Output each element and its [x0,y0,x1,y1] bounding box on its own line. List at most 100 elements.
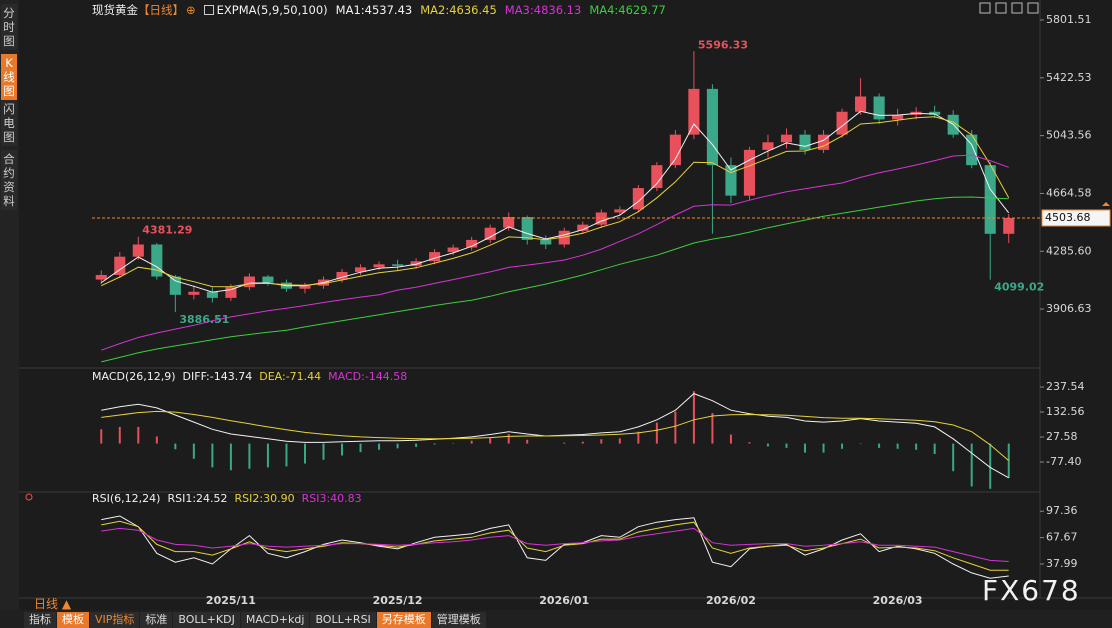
icon-zoom[interactable] [995,2,1007,14]
candle-body [817,134,830,150]
candle-body [225,287,237,298]
period-selector[interactable]: 日线 ▲ [34,597,72,611]
icon-settings[interactable] [1027,2,1039,14]
candle-body [780,134,793,143]
candle-body [577,224,589,231]
rsi-legend: RSI(6,12,24) RSI1:24.52 RSI2:30.90 RSI3:… [92,492,362,505]
candle-body [651,165,663,189]
legend-entry: MA1:4537.43 [335,3,413,17]
candle-body [262,276,274,283]
legend-entry: MA2:4636.45 [420,3,497,17]
candle-body [595,212,607,225]
legend-entry: RSI1:24.52 [167,492,228,505]
candle-body [392,264,404,266]
low-annotation: 3886.51 [179,313,229,326]
sidebar-tab[interactable]: 合约资料 [1,150,17,210]
toolbar-button[interactable]: 模板 [57,612,89,628]
candle-body [540,239,552,245]
x-tick-label: 2026/02 [706,594,756,607]
candle-body [1003,217,1015,234]
sidebar-tab[interactable]: 分时图 [1,4,17,50]
candle-body [558,230,570,245]
candle-body [188,291,200,295]
candle-body [892,114,904,120]
low-annotation: 4099.02 [994,281,1044,294]
candle-body [873,96,885,120]
candle-body [966,134,978,166]
candle-body [410,261,422,266]
candle-body [614,209,626,213]
y-tick-label: 67.67 [1046,531,1078,544]
legend-entry: DEA:-71.44 [259,370,322,383]
y-tick-label: 97.36 [1046,504,1078,517]
candle-body [799,134,811,150]
y-tick-label: 27.58 [1046,430,1078,443]
x-tick-label: 2026/01 [539,594,589,607]
candle-body [429,252,441,262]
candle-body [706,88,718,166]
y-tick-label: 5043.56 [1046,129,1092,142]
candle-body [521,217,533,240]
candle-body [95,274,107,280]
y-tick-label: 5801.51 [1046,13,1092,26]
logo: FX678 [982,574,1081,607]
y-tick-label: 4285.60 [1046,244,1092,257]
candle-body [688,88,700,135]
x-tick-label: 2025/11 [206,594,256,607]
candle-body [984,165,996,234]
legend-entry: RSI2:30.90 [234,492,295,505]
candle-body [669,134,681,166]
sidebar-tab[interactable]: 闪电图 [1,100,17,146]
candle-body [132,244,144,257]
legend-entry: RSI3:40.83 [301,492,362,505]
candle-body [447,247,459,253]
candle-body [836,111,848,135]
candle-body [725,165,737,196]
toolbar-button[interactable]: MACD+kdj [240,612,310,628]
toolbar-button[interactable]: BOLL+RSI [310,612,376,628]
macd-legend: MACD(26,12,9) DIFF:-143.74 DEA:-71.44 MA… [92,370,407,383]
legend-entry: MA3:4836.13 [504,3,582,17]
instrument-title: 现货黄金 [92,3,138,17]
toolbar: 指标 模板 VIP指标 标准 BOLL+KDJ MACD+kdj BOLL+RS… [24,612,486,628]
y-tick-label: 237.54 [1046,380,1085,393]
series-line [101,196,1009,363]
candle-body [503,217,515,228]
toolbar-button[interactable]: 标准 [140,612,173,628]
toolbar-button[interactable]: 另存模板 [376,612,431,628]
high-annotation: 5596.33 [698,38,748,51]
y-tick-label: 37.99 [1046,557,1078,570]
candle-body [762,142,774,150]
candle-body [114,256,126,275]
candle-body [373,264,385,268]
indicator-icon[interactable] [203,5,214,15]
sidebar-tab[interactable]: K线图 [1,54,17,100]
toolbar-button[interactable]: VIP指标 [90,612,140,628]
add-icon[interactable]: ⊕ [186,3,196,17]
x-tick-label: 2026/03 [873,594,923,607]
series-line [101,527,1009,562]
candle-body [206,291,218,298]
panel-title: MACD(26,12,9) [92,370,176,383]
candle-body [336,271,348,280]
x-tick-label: 2025/12 [373,594,423,607]
legend-entry: MA4:4629.77 [589,3,666,17]
candle-body [484,227,496,240]
top-right-icons [979,2,1039,14]
icon-fullscreen[interactable] [979,2,991,14]
y-tick-label: 132.56 [1046,405,1085,418]
indicator-name: EXPMA(5,9,50,100) [216,3,328,17]
y-tick-label: 4664.58 [1046,186,1092,199]
toolbar-button[interactable]: 管理模板 [431,612,486,628]
series-line [101,410,1010,461]
chart-header: 现货黄金 【日线】 ⊕ EXPMA(5,9,50,100) MA1:4537.43… [92,2,666,18]
toolbar-button[interactable]: BOLL+KDJ [173,612,240,628]
series-line [101,110,1010,293]
candle-body [466,239,478,248]
toolbar-button[interactable]: 指标 [24,612,56,628]
icon-layout[interactable] [1011,2,1023,14]
y-tick-label: 3906.63 [1046,302,1092,315]
